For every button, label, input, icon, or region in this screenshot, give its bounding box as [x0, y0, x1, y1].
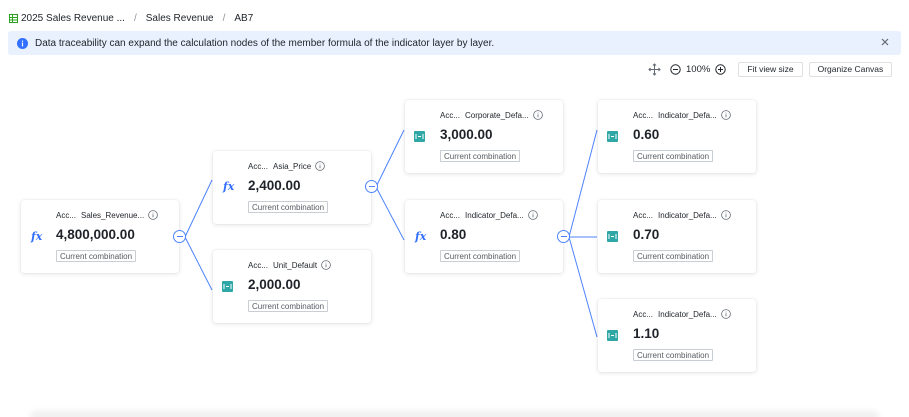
breadcrumb-separator: / — [133, 12, 137, 24]
node-name: Indicator_Defa... — [658, 210, 717, 220]
node-name: Asia_Price — [273, 161, 312, 171]
connector-lines — [184, 129, 598, 338]
help-icon[interactable] — [720, 110, 731, 120]
trace-node-asia-price[interactable]: Acc... Asia_Price fx 2,400.00 Current co… — [213, 151, 371, 224]
help-icon[interactable] — [720, 210, 731, 220]
trace-node-corporate-default[interactable]: Acc... Corporate_Defa... 3,000.00 Curren… — [405, 100, 563, 173]
node-code: Acc... — [633, 110, 654, 120]
node-code: Acc... — [440, 210, 461, 220]
banner-message: Data traceability can expand the calcula… — [35, 37, 495, 49]
breadcrumb-item-sheet[interactable]: Sales Revenue — [145, 12, 214, 24]
trace-node-sales-revenue[interactable]: Acc... Sales_Revenue... fx 4,800,000.00 … — [21, 200, 179, 273]
node-name: Indicator_Defa... — [658, 309, 717, 319]
node-value: 1.10 — [633, 326, 660, 341]
move-canvas-button[interactable] — [648, 62, 661, 76]
breadcrumb-item-cell: AB7 — [234, 12, 254, 24]
node-value: 2,000.00 — [248, 277, 301, 292]
traceability-canvas[interactable]: Acc... Sales_Revenue... fx 4,800,000.00 … — [0, 82, 909, 417]
collapse-toggle[interactable] — [365, 180, 378, 193]
sheet-icon — [9, 13, 18, 23]
breadcrumb: 2025 Sales Revenue ... / Sales Revenue /… — [9, 11, 253, 25]
help-icon[interactable] — [315, 161, 326, 171]
node-name: Indicator_Defa... — [658, 110, 717, 120]
trace-node-indicator-default[interactable]: Acc... Indicator_Defa... 0.60 Current co… — [598, 100, 756, 173]
node-value: 4,800,000.00 — [56, 227, 135, 242]
node-value: 0.60 — [633, 127, 660, 142]
node-value: 0.80 — [440, 227, 467, 242]
zoom-in-button[interactable] — [714, 63, 727, 76]
zoom-out-icon — [670, 63, 681, 75]
node-tag: Current combination — [56, 250, 137, 262]
trace-node-indicator-default[interactable]: Acc... Indicator_Defa... 1.10 Current co… — [598, 299, 756, 372]
node-code: Acc... — [248, 161, 269, 171]
value-icon — [607, 231, 618, 242]
collapse-toggle[interactable] — [557, 230, 570, 243]
zoom-out-button[interactable] — [669, 63, 682, 76]
close-banner-button[interactable] — [879, 36, 891, 48]
node-tag: Current combination — [248, 300, 329, 312]
node-name: Unit_Default — [273, 260, 318, 270]
node-tag: Current combination — [633, 250, 714, 262]
trace-node-indicator-default[interactable]: Acc... Indicator_Defa... fx 0.80 Current… — [405, 200, 563, 273]
breadcrumb-separator: / — [222, 12, 226, 24]
zoom-in-icon — [715, 63, 727, 75]
node-code: Acc... — [248, 260, 269, 270]
info-banner: Data traceability can expand the calcula… — [8, 31, 901, 55]
node-value: 3,000.00 — [440, 127, 493, 142]
canvas-toolbar: 100% Fit view size Organize Canvas — [648, 61, 893, 77]
help-icon[interactable] — [527, 210, 538, 220]
trace-node-indicator-default[interactable]: Acc... Indicator_Defa... 0.70 Current co… — [598, 200, 756, 273]
node-code: Acc... — [633, 309, 654, 319]
value-icon — [607, 131, 618, 142]
value-icon — [607, 330, 618, 341]
move-icon — [648, 62, 661, 76]
node-value: 2,400.00 — [248, 178, 301, 193]
help-icon[interactable] — [321, 260, 331, 270]
node-tag: Current combination — [633, 150, 714, 162]
organize-canvas-button[interactable]: Organize Canvas — [808, 61, 893, 77]
help-icon[interactable] — [148, 210, 158, 220]
help-icon[interactable] — [720, 309, 731, 319]
bottom-panel-edge — [30, 411, 879, 417]
fit-view-button[interactable]: Fit view size — [738, 61, 803, 77]
formula-icon: fx — [223, 180, 235, 193]
node-tag: Current combination — [440, 150, 521, 162]
breadcrumb-item-report[interactable]: 2025 Sales Revenue ... — [21, 12, 125, 24]
node-name: Corporate_Defa... — [465, 110, 529, 120]
node-code: Acc... — [440, 110, 461, 120]
node-code: Acc... — [56, 210, 77, 220]
formula-icon: fx — [415, 230, 427, 243]
value-icon — [414, 131, 425, 142]
node-tag: Current combination — [440, 250, 521, 262]
formula-icon: fx — [31, 230, 43, 243]
info-icon — [17, 37, 28, 49]
node-code: Acc... — [633, 210, 654, 220]
node-tag: Current combination — [633, 349, 714, 361]
node-value: 0.70 — [633, 227, 660, 242]
trace-node-unit-default[interactable]: Acc... Unit_Default 2,000.00 Current com… — [213, 250, 371, 323]
node-tag: Current combination — [248, 201, 329, 213]
value-icon — [222, 281, 233, 292]
zoom-level: 100% — [686, 63, 711, 75]
node-name: Indicator_Defa... — [465, 210, 524, 220]
help-icon[interactable] — [532, 110, 543, 120]
collapse-toggle[interactable] — [173, 230, 186, 243]
close-icon — [881, 38, 889, 46]
node-name: Sales_Revenue... — [81, 210, 145, 220]
